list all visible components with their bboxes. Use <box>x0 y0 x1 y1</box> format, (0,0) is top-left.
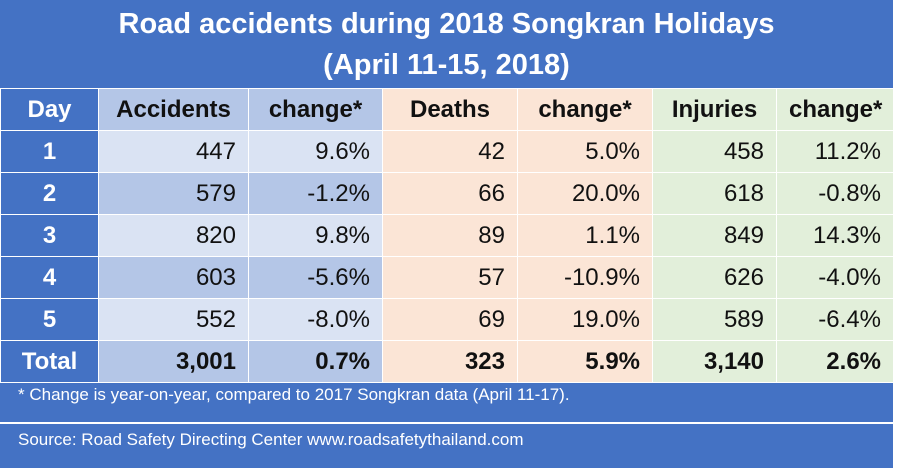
day-cell: 2 <box>0 172 99 215</box>
accidents-cell: 579 <box>98 172 249 215</box>
total-deaths: 323 <box>382 340 518 383</box>
total-accidents: 3,001 <box>98 340 249 383</box>
accidents-change-cell: 9.6% <box>248 130 383 173</box>
total-row: Total 3,001 0.7% 323 5.9% 3,140 2.6% <box>0 340 894 383</box>
total-label: Total <box>0 340 99 383</box>
total-deaths-change: 5.9% <box>517 340 653 383</box>
injuries-cell: 626 <box>652 256 777 299</box>
deaths-cell: 57 <box>382 256 518 299</box>
table-row: 5 552 -8.0% 69 19.0% 589 -6.4% <box>0 298 894 341</box>
col-header-injuries: Injuries <box>652 88 777 131</box>
header-row: Day Accidents change* Deaths change* Inj… <box>0 88 894 131</box>
title-line-1: Road accidents during 2018 Songkran Holi… <box>118 8 775 40</box>
total-accidents-change: 0.7% <box>248 340 383 383</box>
deaths-cell: 42 <box>382 130 518 173</box>
accidents-change-cell: -1.2% <box>248 172 383 215</box>
accidents-cell: 603 <box>98 256 249 299</box>
injuries-cell: 849 <box>652 214 777 257</box>
total-injuries-change: 2.6% <box>776 340 894 383</box>
accidents-cell: 447 <box>98 130 249 173</box>
col-header-day: Day <box>0 88 99 131</box>
table-row: 3 820 9.8% 89 1.1% 849 14.3% <box>0 214 894 257</box>
deaths-cell: 69 <box>382 298 518 341</box>
accidents-cell: 552 <box>98 298 249 341</box>
injuries-change-cell: -0.8% <box>776 172 894 215</box>
table-row: 1 447 9.6% 42 5.0% 458 11.2% <box>0 130 894 173</box>
deaths-change-cell: 1.1% <box>517 214 653 257</box>
footnote: * Change is year-on-year, compared to 20… <box>0 378 893 424</box>
day-cell: 5 <box>0 298 99 341</box>
day-cell: 1 <box>0 130 99 173</box>
injuries-change-cell: -4.0% <box>776 256 894 299</box>
accidents-change-cell: -8.0% <box>248 298 383 341</box>
col-header-deaths: Deaths <box>382 88 518 131</box>
title-line-2: (April 11-15, 2018) <box>323 49 570 81</box>
col-header-deaths-change: change* <box>517 88 653 131</box>
deaths-change-cell: 19.0% <box>517 298 653 341</box>
day-cell: 3 <box>0 214 99 257</box>
table-title: Road accidents during 2018 Songkran Holi… <box>0 0 893 88</box>
day-cell: 4 <box>0 256 99 299</box>
injuries-cell: 589 <box>652 298 777 341</box>
injuries-cell: 618 <box>652 172 777 215</box>
accidents-change-cell: 9.8% <box>248 214 383 257</box>
table-row: 2 579 -1.2% 66 20.0% 618 -0.8% <box>0 172 894 215</box>
accidents-cell: 820 <box>98 214 249 257</box>
col-header-injuries-change: change* <box>776 88 894 131</box>
table-row: 4 603 -5.6% 57 -10.9% 626 -4.0% <box>0 256 894 299</box>
total-injuries: 3,140 <box>652 340 777 383</box>
injuries-change-cell: 14.3% <box>776 214 894 257</box>
col-header-accidents-change: change* <box>248 88 383 131</box>
deaths-cell: 66 <box>382 172 518 215</box>
deaths-change-cell: -10.9% <box>517 256 653 299</box>
accidents-table: Day Accidents change* Deaths change* Inj… <box>0 88 894 383</box>
injuries-change-cell: -6.4% <box>776 298 894 341</box>
deaths-change-cell: 20.0% <box>517 172 653 215</box>
col-header-accidents: Accidents <box>98 88 249 131</box>
injuries-cell: 458 <box>652 130 777 173</box>
accidents-change-cell: -5.6% <box>248 256 383 299</box>
injuries-change-cell: 11.2% <box>776 130 894 173</box>
deaths-cell: 89 <box>382 214 518 257</box>
deaths-change-cell: 5.0% <box>517 130 653 173</box>
source-note: Source: Road Safety Directing Center www… <box>18 430 524 449</box>
